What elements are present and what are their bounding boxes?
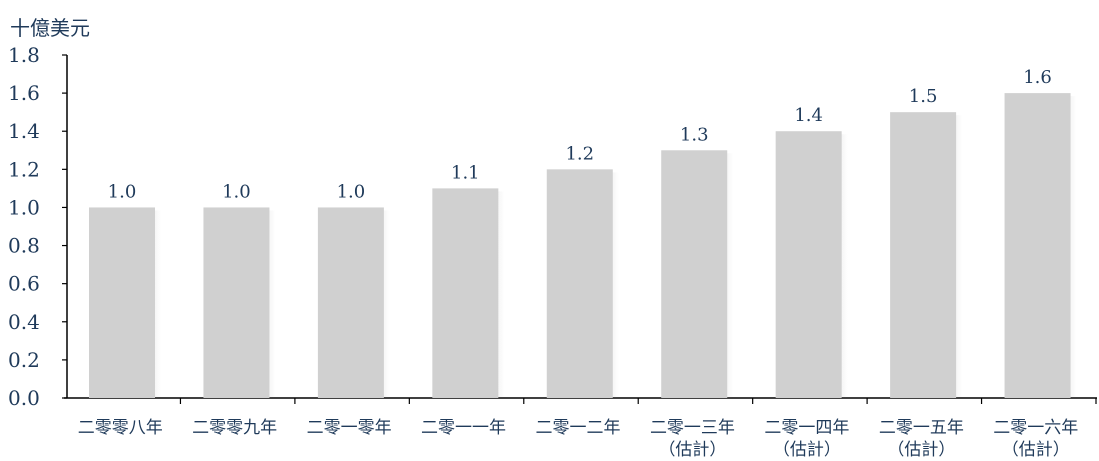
x-tick-label: （估計）: [773, 440, 841, 460]
x-tick-label: 二零一一年: [421, 418, 506, 438]
y-tick-label: 0.4: [8, 310, 40, 334]
x-tick-label: 二零一四年: [764, 418, 849, 438]
x-tick-label: 二零一零年: [307, 418, 392, 438]
bar: [661, 150, 728, 398]
bar: [890, 112, 957, 399]
y-tick-label: 0.6: [8, 272, 40, 296]
bar: [775, 131, 842, 398]
x-tick-label: 二零一六年: [993, 418, 1078, 438]
data-label: 1.2: [565, 143, 594, 164]
bar: [317, 207, 384, 398]
y-tick-label: 1.4: [8, 119, 40, 143]
data-label: 1.0: [222, 181, 251, 202]
x-tick-label: （估計）: [658, 440, 726, 460]
y-tick-label: 0.2: [8, 348, 40, 372]
x-tick-label: 二零一三年: [650, 418, 735, 438]
y-tick-label: 0.0: [8, 386, 40, 410]
x-tick-label: （估計）: [887, 440, 955, 460]
x-tick-label: 二零一五年: [879, 418, 964, 438]
x-tick-label: 二零零八年: [78, 418, 163, 438]
data-label: 1.3: [680, 124, 709, 145]
bar: [432, 188, 499, 398]
x-tick-label: 二零零九年: [192, 418, 277, 438]
data-label: 1.0: [337, 181, 366, 202]
bar: [546, 169, 613, 398]
y-tick-label: 1.0: [8, 195, 40, 219]
x-tick-label: （估計）: [1002, 440, 1070, 460]
y-tick-label: 1.6: [8, 81, 40, 105]
data-label: 1.6: [1023, 67, 1052, 88]
data-label: 1.1: [451, 162, 480, 183]
y-tick-label: 0.8: [8, 234, 40, 258]
bar: [203, 207, 270, 398]
y-tick-label: 1.2: [8, 157, 40, 181]
y-axis-unit-label: 十億美元: [10, 16, 90, 40]
data-label: 1.0: [108, 181, 137, 202]
data-label: 1.5: [909, 86, 938, 107]
bar: [1004, 93, 1071, 398]
data-label: 1.4: [794, 105, 823, 126]
y-tick-label: 1.8: [8, 43, 40, 67]
bar: [89, 207, 155, 398]
x-tick-label: 二零一二年: [536, 418, 621, 438]
